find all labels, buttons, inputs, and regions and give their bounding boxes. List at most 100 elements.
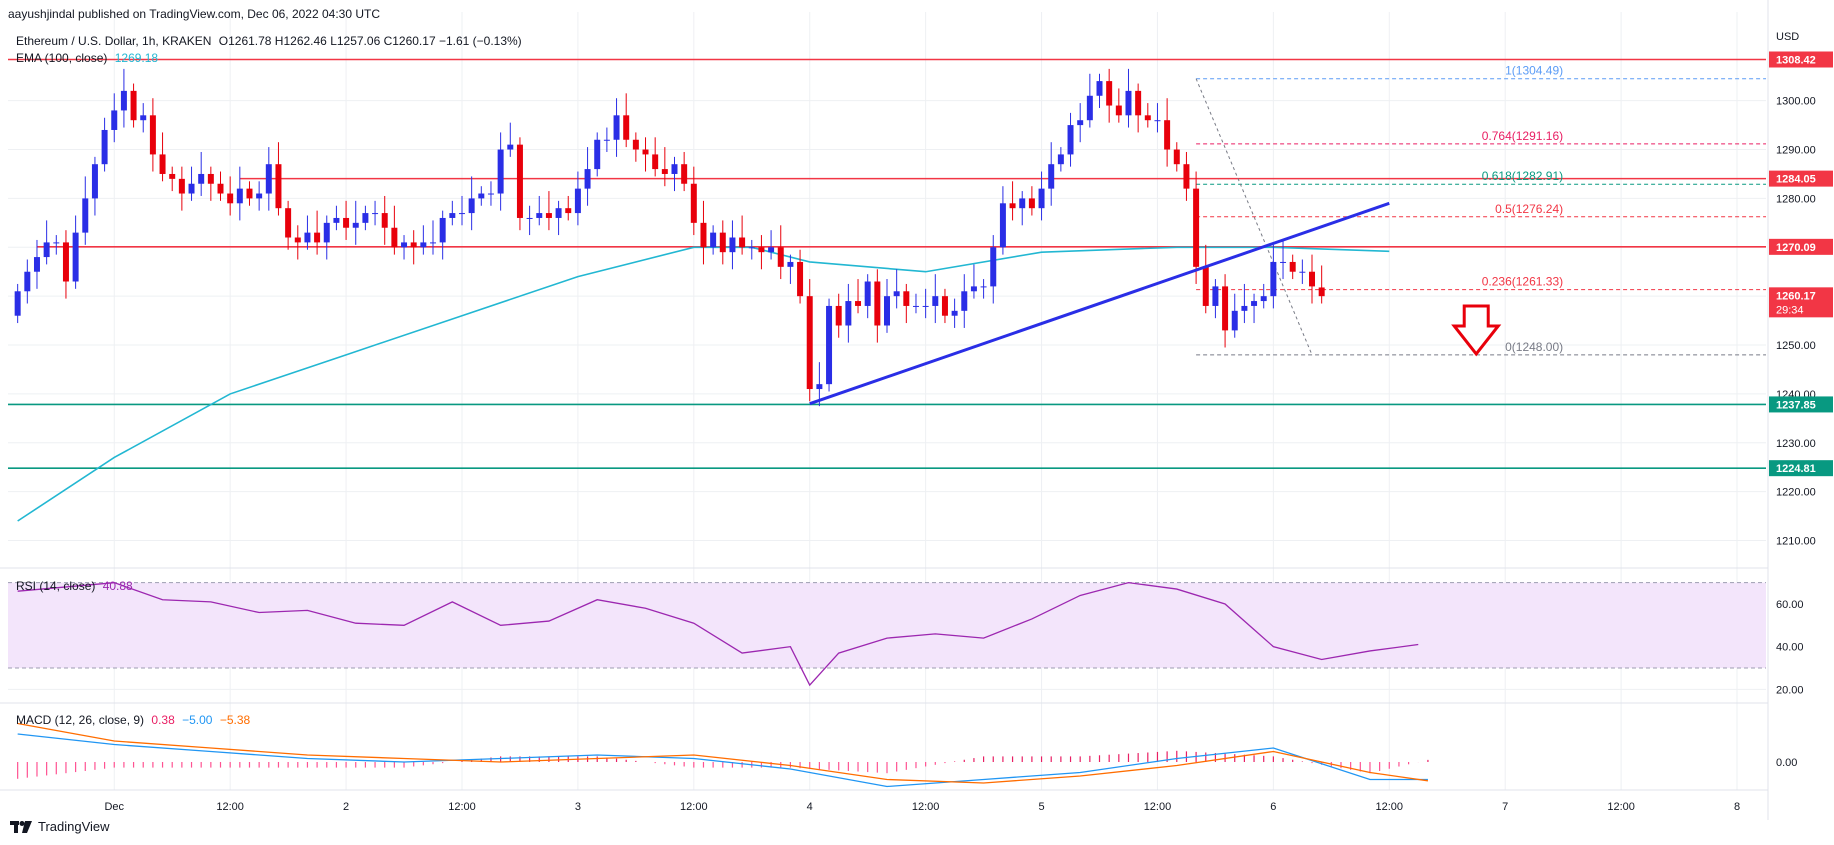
candle-body — [555, 208, 562, 218]
level-price-label: 1308.42 — [1776, 54, 1816, 66]
candle-body — [14, 291, 21, 316]
level-price-tag — [1769, 51, 1833, 68]
fib-level-label: 0.5(1276.24) — [1495, 202, 1563, 216]
price-tick-label: 1280.00 — [1776, 193, 1816, 205]
down-arrow-annotation — [1451, 304, 1502, 357]
candle-body — [53, 242, 60, 244]
level-price-tag — [1769, 170, 1833, 187]
candle-body — [159, 154, 166, 174]
candle-body — [893, 291, 900, 297]
candle-body — [372, 213, 379, 215]
candle-body — [449, 213, 456, 218]
candle-body — [941, 296, 948, 316]
candle-body — [507, 144, 514, 150]
symbol-legend: Ethereum / U.S. Dollar, 1h, KRAKEN O1261… — [16, 34, 522, 48]
candles — [14, 68, 1325, 407]
candle-body — [922, 305, 929, 307]
price-tick-label: 1220.00 — [1776, 487, 1816, 499]
candle-body — [1173, 149, 1180, 165]
candle-body — [855, 301, 862, 306]
macd-histogram — [17, 750, 1429, 779]
fib-level-label: 1(1304.49) — [1505, 64, 1563, 78]
fib-level-label: 0.618(1282.91) — [1482, 169, 1563, 183]
published-by: aayushjindal published on TradingView.co… — [8, 7, 381, 21]
candle-body — [1164, 120, 1171, 150]
candle-body — [1019, 198, 1026, 209]
time-tick-label: 4 — [807, 801, 813, 813]
candle-body — [574, 188, 581, 214]
price-tick-label: 1290.00 — [1776, 145, 1816, 157]
ema-legend: EMA (100, close) 1269.18 — [16, 51, 158, 65]
candle-body — [1270, 261, 1277, 297]
price-tick-label: 1250.00 — [1776, 340, 1816, 352]
candle-body — [690, 183, 697, 223]
candle-body — [516, 144, 523, 218]
candle-body — [845, 301, 852, 326]
time-tick-label: 12:00 — [448, 801, 476, 813]
time-tick-label: 2 — [343, 801, 349, 813]
rsi-band — [8, 582, 1766, 668]
candle-body — [256, 193, 263, 199]
candle-body — [314, 232, 321, 243]
level-price-tag — [1769, 460, 1833, 477]
candle-body — [1289, 261, 1296, 272]
candle-body — [410, 242, 417, 248]
candle-body — [739, 237, 746, 248]
level-price-label: 1270.09 — [1776, 242, 1816, 254]
fib-level-label: 0(1248.00) — [1505, 340, 1563, 354]
last-price-tag — [1769, 287, 1833, 318]
candle-body — [1183, 164, 1190, 189]
rsi-value: 40.88 — [102, 579, 133, 593]
candle-body — [227, 193, 234, 204]
candle-body — [797, 261, 804, 297]
level-price-tag — [1769, 238, 1833, 255]
candle-body — [169, 173, 176, 179]
candle-body — [1222, 286, 1229, 331]
candle-body — [72, 232, 79, 282]
horizontal-levels — [8, 58, 1766, 469]
candle-body — [82, 198, 89, 233]
candle-body — [594, 139, 601, 170]
time-tick-label: 8 — [1734, 801, 1740, 813]
candle-body — [787, 261, 794, 267]
candle-body — [1125, 90, 1132, 116]
time-tick-label: Dec — [104, 801, 124, 813]
ema-100-line — [17, 246, 1390, 522]
candle-body — [536, 213, 543, 218]
candle-body — [661, 169, 668, 174]
candle-body — [188, 183, 195, 194]
candle-body — [323, 222, 330, 243]
candle-body — [275, 164, 282, 209]
time-tick-label: 7 — [1502, 801, 1508, 813]
ema-value: 1269.18 — [114, 51, 159, 65]
candle-body — [1067, 125, 1074, 155]
candle-body — [1028, 198, 1035, 209]
macd-signal-value: −5.38 — [219, 713, 251, 727]
candle-body — [1077, 120, 1084, 126]
candle-body — [1096, 81, 1103, 96]
candle-body — [565, 208, 572, 214]
price-tick-label: 1230.00 — [1776, 438, 1816, 450]
candle-body — [999, 203, 1006, 248]
candle-body — [198, 173, 205, 184]
level-price-label: 1237.85 — [1776, 399, 1816, 411]
candle-body — [681, 164, 688, 184]
candle-body — [951, 310, 958, 316]
symbol-title: Ethereum / U.S. Dollar, 1h, KRAKEN — [16, 34, 212, 48]
tradingview-logo[interactable]: TradingView — [10, 819, 110, 834]
brand-name: TradingView — [38, 819, 110, 834]
time-tick-label: 5 — [1038, 801, 1044, 813]
candle-body — [101, 129, 108, 165]
candle-body — [1280, 261, 1287, 263]
candle-body — [285, 208, 292, 238]
candle-body — [584, 169, 591, 189]
fib-level-label: 0.236(1261.33) — [1482, 275, 1563, 289]
candle-body — [1251, 301, 1258, 306]
candle-body — [430, 242, 437, 244]
candle-body — [1318, 287, 1325, 297]
candle-body — [1115, 105, 1122, 116]
candle-body — [140, 115, 147, 121]
rsi-legend: RSI (14, close) 40.88 — [16, 579, 133, 593]
time-tick-label: 12:00 — [912, 801, 940, 813]
